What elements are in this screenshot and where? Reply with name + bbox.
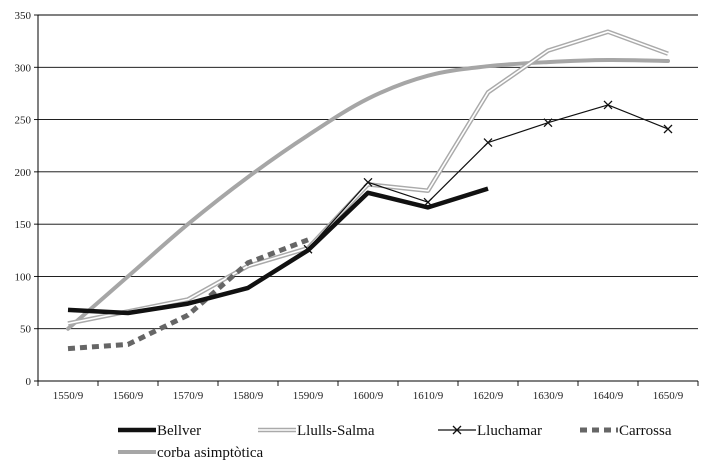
y-tick-label: 200 <box>15 167 32 179</box>
y-tick-label: 150 <box>15 219 32 231</box>
x-tick-label: 1650/9 <box>653 390 684 402</box>
series-line <box>67 186 489 316</box>
x-marker <box>363 177 373 187</box>
series-line <box>67 237 309 352</box>
y-tick-label: 300 <box>15 62 32 74</box>
series-line <box>66 57 670 331</box>
legend-item-lluchamar: Lluchamar <box>438 423 542 439</box>
x-tick-label: 1560/9 <box>113 390 144 402</box>
axes: 0 50 100 150 200 250 300 350 1550/9 1560/9 1570/9 1… <box>15 10 699 402</box>
legend: Bellver Llulls-Salma Lluchamar Carrossa corb… <box>118 423 672 460</box>
series-llulls-salma <box>67 29 669 326</box>
grid-lines <box>38 14 698 330</box>
legend-item-llulls-salma: Llulls-Salma <box>258 423 375 439</box>
y-tick-label: 0 <box>26 376 32 388</box>
legend-item-carrossa: Carrossa <box>580 423 672 439</box>
legend-item-bellver: Bellver <box>118 423 201 439</box>
x-marker <box>483 138 493 148</box>
x-marker <box>543 118 553 128</box>
series-bellver <box>67 186 489 316</box>
x-tick-label: 1590/9 <box>293 390 324 402</box>
x-tick-label: 1600/9 <box>353 390 384 402</box>
legend-label: Carrossa <box>619 423 672 439</box>
x-tick-label: 1610/9 <box>413 390 444 402</box>
series-corba-asimptotica <box>66 57 670 331</box>
series-line-outer <box>67 29 669 326</box>
y-tick-label: 250 <box>15 115 32 127</box>
series-line-inner <box>67 30 669 325</box>
series-lluchamar <box>303 100 673 254</box>
legend-label: Llulls-Salma <box>297 423 375 439</box>
y-tick-label: 100 <box>15 271 32 283</box>
y-tick-label: 50 <box>20 324 32 336</box>
x-marker <box>603 100 613 110</box>
x-tick-label: 1580/9 <box>233 390 264 402</box>
series-line <box>307 104 669 250</box>
x-tick-label: 1570/9 <box>173 390 204 402</box>
x-marker <box>663 124 673 134</box>
x-tick-label: 1620/9 <box>473 390 504 402</box>
legend-label: Lluchamar <box>477 423 542 439</box>
series-lines <box>66 29 673 352</box>
legend-marker <box>452 425 462 435</box>
x-tick-label: 1640/9 <box>593 390 624 402</box>
y-tick-label: 350 <box>15 10 32 22</box>
legend-item-corba-asimptotica: corba asimptòtica <box>118 445 264 460</box>
legend-label: Bellver <box>157 423 201 439</box>
legend-label: corba asimptòtica <box>157 445 264 460</box>
x-tick-label: 1550/9 <box>53 390 84 402</box>
series-carrossa <box>67 237 309 352</box>
x-tick-label: 1630/9 <box>533 390 564 402</box>
